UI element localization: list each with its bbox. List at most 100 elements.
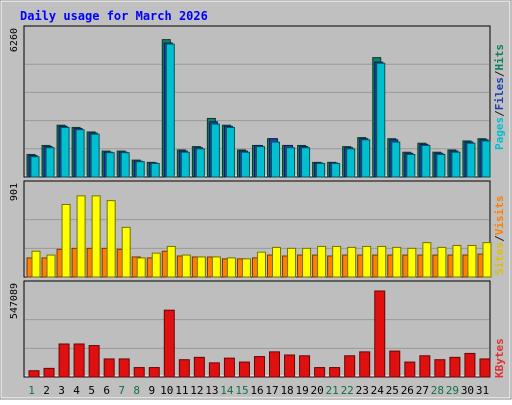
bar-kbytes-day-30 <box>464 352 476 378</box>
bar-kbytes-day-22 <box>344 355 356 378</box>
x-tick-label-day-10: 10 <box>160 384 173 397</box>
bar-sites-day-15 <box>241 258 251 278</box>
bar-pages-day-22 <box>346 148 356 178</box>
bar-sites-day-3 <box>61 203 71 278</box>
bar-kbytes-day-15 <box>238 361 250 378</box>
bar-pages-day-27 <box>421 144 431 178</box>
bar-sites-day-10 <box>166 245 176 278</box>
bar-kbytes-day-5 <box>88 345 100 378</box>
bar-sites-day-17 <box>272 246 282 278</box>
bar-sites-day-31 <box>482 242 492 278</box>
x-tick-label-day-30: 30 <box>461 384 474 397</box>
bar-kbytes-day-10 <box>163 309 175 378</box>
bar-sites-day-6 <box>106 200 116 278</box>
bar-kbytes-day-27 <box>419 355 431 378</box>
bar-pages-day-11 <box>180 151 190 178</box>
bar-kbytes-day-21 <box>329 367 341 378</box>
bar-kbytes-day-3 <box>58 343 70 378</box>
bar-pages-day-9 <box>150 162 160 178</box>
bar-sites-day-28 <box>437 246 447 278</box>
legend-part: Sites <box>493 242 506 275</box>
bar-sites-day-4 <box>76 195 86 278</box>
x-tick-label-day-12: 12 <box>190 384 203 397</box>
bar-kbytes-day-13 <box>208 362 220 378</box>
bar-kbytes-day-16 <box>253 356 265 378</box>
legend-part: Files <box>493 77 506 110</box>
x-tick-label-day-17: 17 <box>265 384 278 397</box>
x-tick-label-day-11: 11 <box>175 384 188 397</box>
bar-sites-day-5 <box>91 195 101 278</box>
bar-sites-day-20 <box>317 245 327 278</box>
bar-kbytes-day-12 <box>193 356 205 378</box>
panel-middle-legend: Sites/Visits <box>493 196 506 276</box>
bar-kbytes-day-18 <box>284 354 296 378</box>
bar-sites-day-13 <box>211 256 221 278</box>
panel-middle-ymax-label: 901 <box>9 183 20 201</box>
bar-pages-day-17 <box>271 141 281 178</box>
bar-kbytes-day-23 <box>359 351 371 378</box>
bar-sites-day-2 <box>46 254 56 278</box>
legend-part: / <box>493 235 506 242</box>
x-tick-label-day-28: 28 <box>431 384 444 397</box>
bar-sites-day-16 <box>256 251 266 278</box>
bar-pages-day-31 <box>481 140 491 178</box>
bar-pages-day-28 <box>436 153 446 178</box>
bar-pages-day-7 <box>120 152 130 178</box>
x-tick-label-day-8: 8 <box>133 384 140 397</box>
bar-kbytes-day-25 <box>389 350 401 378</box>
x-tick-label-day-26: 26 <box>401 384 414 397</box>
bar-pages-day-16 <box>255 146 265 178</box>
x-tick-label-day-21: 21 <box>326 384 339 397</box>
bar-pages-day-15 <box>240 151 250 178</box>
bar-sites-day-11 <box>181 254 191 278</box>
legend-part: Visits <box>493 196 506 236</box>
bar-sites-day-14 <box>226 257 236 278</box>
x-tick-label-day-2: 2 <box>43 384 50 397</box>
bar-sites-day-12 <box>196 256 206 278</box>
bar-pages-day-21 <box>331 162 341 178</box>
bar-pages-day-10 <box>165 43 175 178</box>
bar-pages-day-18 <box>286 147 296 178</box>
x-tick-label-day-4: 4 <box>73 384 80 397</box>
bar-kbytes-day-9 <box>148 367 160 378</box>
panel-top-legend: Pages/Files/Hits <box>493 44 506 150</box>
bar-pages-day-29 <box>451 151 461 178</box>
x-tick-label-day-29: 29 <box>446 384 459 397</box>
bar-pages-day-23 <box>361 139 371 178</box>
bar-kbytes-day-20 <box>314 367 326 378</box>
bar-pages-day-5 <box>90 133 100 178</box>
bar-sites-day-21 <box>332 245 342 278</box>
chart-title: Daily usage for March 2026 <box>20 9 208 23</box>
bar-pages-day-2 <box>45 147 55 178</box>
bar-pages-day-4 <box>75 129 85 178</box>
legend-part: Hits <box>493 44 506 71</box>
x-tick-label-day-20: 20 <box>311 384 324 397</box>
bar-sites-day-27 <box>422 242 432 278</box>
legend-part: / <box>493 110 506 117</box>
x-tick-label-day-22: 22 <box>341 384 354 397</box>
bar-kbytes-day-1 <box>28 370 40 378</box>
bar-kbytes-day-26 <box>404 361 416 378</box>
bar-sites-day-7 <box>121 226 131 278</box>
bar-kbytes-day-19 <box>299 355 311 378</box>
x-tick-label-day-13: 13 <box>205 384 218 397</box>
bar-sites-day-25 <box>392 246 402 278</box>
bar-kbytes-day-24 <box>374 290 386 378</box>
bar-kbytes-day-28 <box>434 359 446 378</box>
bar-sites-day-1 <box>31 250 41 278</box>
x-tick-label-day-16: 16 <box>250 384 263 397</box>
bar-sites-day-30 <box>467 245 477 278</box>
bar-sites-day-19 <box>302 247 312 278</box>
x-tick-label-day-7: 7 <box>118 384 125 397</box>
bar-sites-day-18 <box>287 247 297 278</box>
bar-kbytes-day-2 <box>43 367 55 378</box>
panel-top-ymax-label: 6260 <box>9 28 20 52</box>
bar-sites-day-23 <box>362 245 372 278</box>
bar-pages-day-26 <box>406 153 416 178</box>
bar-pages-day-20 <box>316 162 326 178</box>
bar-kbytes-day-11 <box>178 359 190 378</box>
x-tick-label-day-23: 23 <box>356 384 369 397</box>
x-tick-label-day-24: 24 <box>371 384 385 397</box>
